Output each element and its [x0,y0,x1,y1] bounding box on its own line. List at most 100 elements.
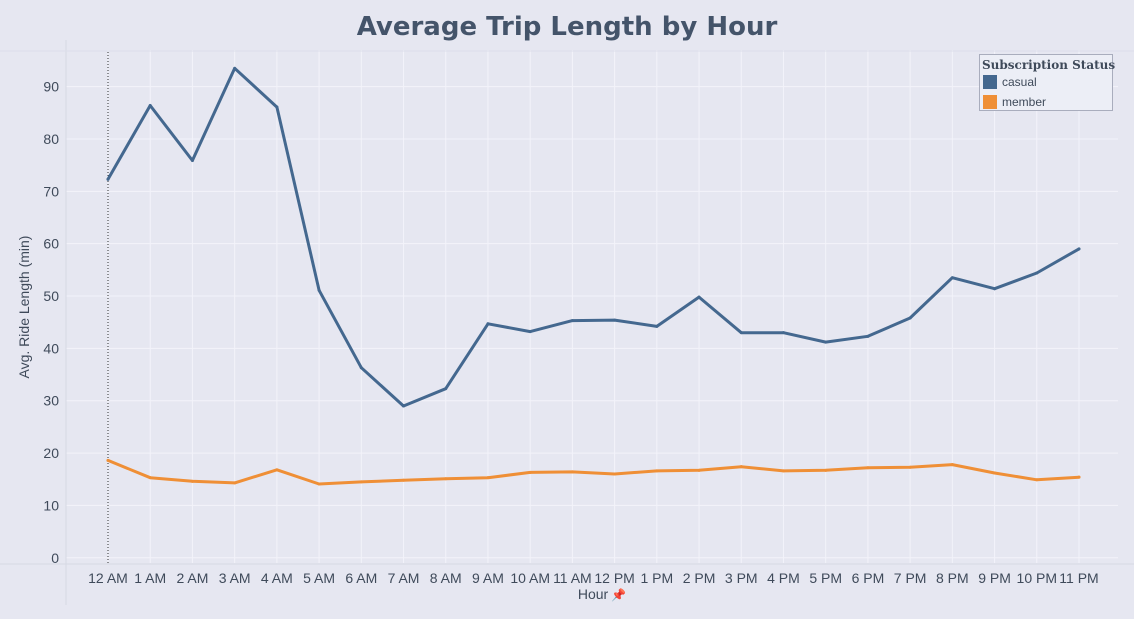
x-tick-label: 4 AM [261,570,293,586]
data-point-casual[interactable] [148,103,152,107]
y-tick-label: 60 [43,236,59,252]
data-point-casual[interactable] [950,276,954,280]
data-point-casual[interactable] [1035,271,1039,275]
data-point-casual[interactable] [908,316,912,320]
y-tick-labels: 0 10 20 30 40 50 60 70 80 90 [43,79,59,566]
y-tick-label: 10 [43,497,59,513]
legend-title: Subscription Status [982,58,1116,72]
data-point-member[interactable] [402,478,406,482]
x-tick-label: 9 PM [978,570,1011,586]
data-point-member[interactable] [106,458,110,462]
x-tick-label: 7 AM [388,570,420,586]
data-point-member[interactable] [317,482,321,486]
x-tick-label: 5 PM [809,570,842,586]
x-tick-label: 11 PM [1059,570,1098,586]
series-line-member[interactable] [106,458,1081,486]
x-tick-label: 6 AM [345,570,377,586]
x-tick-label: 5 AM [303,570,335,586]
chart-title: Average Trip Length by Hour [356,12,778,42]
data-point-casual[interactable] [824,340,828,344]
data-point-casual[interactable] [655,324,659,328]
x-tick-label: 1 PM [640,570,673,586]
pin-icon[interactable]: 📌 [611,588,627,602]
x-tick-label: 10 PM [1017,570,1057,586]
y-tick-label: 20 [43,445,59,461]
series-line-casual[interactable] [106,66,1081,408]
data-point-casual[interactable] [866,334,870,338]
data-point-member[interactable] [781,469,785,473]
data-point-member[interactable] [486,476,490,480]
data-point-casual[interactable] [359,366,363,370]
data-point-casual[interactable] [190,158,194,162]
x-tick-label: 9 AM [472,570,504,586]
x-tick-label: 4 PM [767,570,800,586]
data-point-casual[interactable] [781,331,785,335]
data-point-casual[interactable] [1077,247,1081,251]
data-point-member[interactable] [233,481,237,485]
data-point-member[interactable] [148,476,152,480]
data-point-member[interactable] [866,466,870,470]
x-tick-label: 6 PM [852,570,885,586]
data-point-casual[interactable] [993,287,997,291]
data-point-member[interactable] [993,471,997,475]
x-tick-label: 8 PM [936,570,969,586]
y-tick-label: 80 [43,131,59,147]
data-point-casual[interactable] [402,404,406,408]
x-tick-label: 3 AM [219,570,251,586]
y-tick-label: 40 [43,340,59,356]
y-tick-label: 0 [51,550,59,566]
data-point-member[interactable] [824,468,828,472]
series-lines [106,66,1081,486]
x-tick-label: 10 AM [510,570,550,586]
data-point-casual[interactable] [444,387,448,391]
data-point-member[interactable] [444,477,448,481]
x-tick-label: 12 AM [88,570,128,586]
data-point-casual[interactable] [697,295,701,299]
data-point-member[interactable] [275,468,279,472]
data-point-member[interactable] [1035,478,1039,482]
data-point-casual[interactable] [106,177,110,181]
data-point-member[interactable] [613,472,617,476]
data-point-casual[interactable] [233,66,237,70]
legend: Subscription Status casual member [979,54,1116,111]
x-axis-label: Hour [577,586,609,602]
data-point-casual[interactable] [486,322,490,326]
data-point-casual[interactable] [528,330,532,334]
data-point-member[interactable] [190,479,194,483]
x-tick-label: 1 AM [134,570,166,586]
data-point-member[interactable] [1077,475,1081,479]
data-point-member[interactable] [908,465,912,469]
data-point-member[interactable] [655,469,659,473]
data-point-casual[interactable] [570,319,574,323]
data-point-member[interactable] [739,465,743,469]
legend-swatch-casual [983,75,997,89]
data-point-casual[interactable] [317,288,321,292]
data-point-member[interactable] [528,470,532,474]
legend-label-member: member [1002,95,1047,109]
legend-swatch-member [983,95,997,109]
y-tick-label: 30 [43,393,59,409]
data-point-casual[interactable] [739,331,743,335]
y-tick-label: 50 [43,288,59,304]
y-tick-label: 70 [43,183,59,199]
x-axis-title: Hour 📌 [0,586,1134,602]
data-point-member[interactable] [950,463,954,467]
grid-lines [66,50,1118,563]
y-axis-label: Avg. Ride Length (min) [16,236,32,379]
x-tick-label: 2 PM [683,570,716,586]
x-tick-label: 8 AM [430,570,462,586]
data-point-member[interactable] [697,468,701,472]
y-tick-label: 90 [43,79,59,95]
data-point-member[interactable] [570,470,574,474]
x-tick-label: 2 AM [176,570,208,586]
data-point-casual[interactable] [613,318,617,322]
axes [0,40,1134,605]
x-tick-labels: 12 AM 1 AM 2 AM 3 AM 4 AM 5 AM 6 AM 7 AM 8 AM 9 A… [88,570,1099,586]
x-tick-label: 3 PM [725,570,758,586]
data-point-casual[interactable] [275,105,279,109]
legend-label-casual: casual [1002,75,1037,89]
data-point-member[interactable] [359,480,363,484]
x-tick-label: 12 PM [594,570,634,586]
x-tick-label: 7 PM [894,570,927,586]
